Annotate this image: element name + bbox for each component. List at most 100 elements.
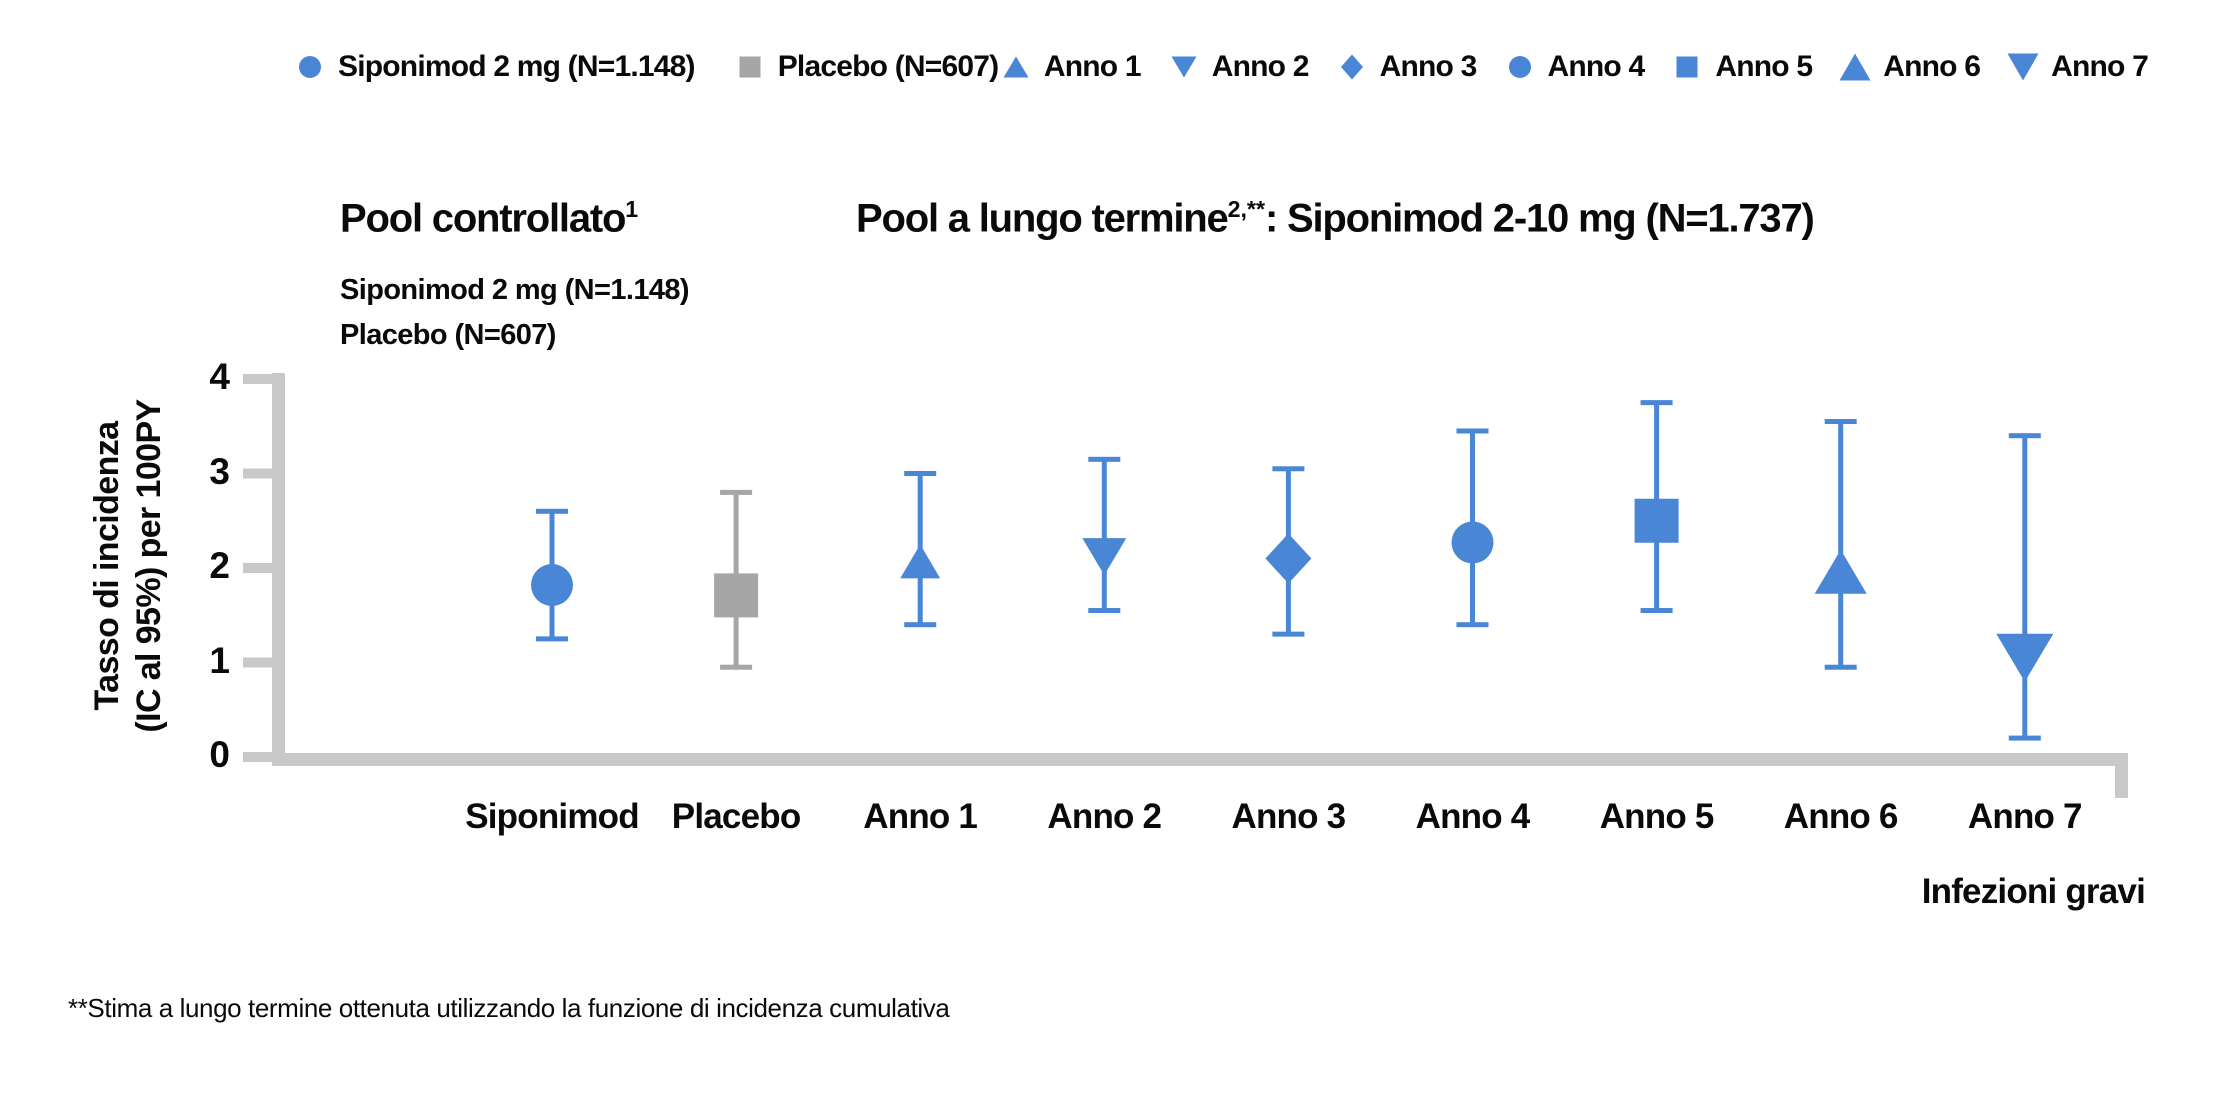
square-marker-icon <box>1634 498 1679 543</box>
square-marker-icon <box>1676 56 1698 78</box>
blue-circle-marker-icon <box>299 56 321 78</box>
legend-item-label: Placebo (N=607) <box>777 50 999 83</box>
triangle-down-large-marker-icon <box>2007 53 2039 81</box>
data-point-anno-7 <box>1996 433 2054 741</box>
ci-stem <box>1101 459 1107 611</box>
x-axis-end-hook <box>2115 753 2128 798</box>
ci-upper-cap <box>2008 433 2041 439</box>
ci-lower-cap <box>720 664 753 670</box>
legend-item-anno-4: Anno 4 <box>1503 50 1645 84</box>
data-point-anno-6 <box>1814 419 1867 670</box>
left-pool-title-text: Pool controllato <box>340 196 626 241</box>
ci-upper-cap <box>1456 428 1489 434</box>
circle-marker-icon <box>1508 56 1531 78</box>
square-marker-icon <box>1676 56 1698 78</box>
left-pool-subtitle: Siponimod 2 mg (N=1.148) Placebo (N=607) <box>340 268 690 358</box>
legend-item-anno-1: Anno 1 <box>999 50 1142 84</box>
legend-item-label: Anno 7 <box>2051 50 2149 83</box>
square-marker-icon <box>714 573 759 618</box>
axis-group <box>243 373 2128 798</box>
ci-upper-cap <box>720 489 753 495</box>
x-category-label-anno-1: Anno 1 <box>863 797 978 836</box>
right-pool-title-superscript: 2,** <box>1227 196 1265 222</box>
gray-square-marker-icon <box>739 56 761 78</box>
data-point-anno-3 <box>1265 466 1312 637</box>
y-axis-line <box>272 373 285 766</box>
legend-item-anno-7: Anno 7 <box>2006 50 2149 84</box>
circle-marker-icon <box>531 564 573 607</box>
ci-stem <box>1838 421 1844 668</box>
triangle-down-marker-icon <box>1171 56 1197 78</box>
ci-upper-cap <box>1272 466 1305 472</box>
legend-item-anno-6: Anno 6 <box>1838 50 1981 84</box>
legend-item-anno-5: Anno 5 <box>1670 50 1813 84</box>
triangle-down-large-marker-icon <box>2007 53 2039 81</box>
y-tick-label: 4 <box>209 356 230 397</box>
legend-item-label: Anno 2 <box>1211 50 1310 83</box>
left-pool-title-superscript: 1 <box>625 196 639 222</box>
legend-item-anno-2: Anno 2 <box>1167 50 1309 84</box>
x-category-label-siponimod: Siponimod <box>465 797 639 836</box>
x-category-label-placebo: Placebo <box>671 797 801 836</box>
y-tick-label: 2 <box>209 545 230 586</box>
triangle-up-large-marker-icon <box>1839 53 1871 81</box>
legend-item-label: Siponimod 2 mg (N=1.148) <box>338 50 696 83</box>
ci-lower-cap <box>1640 608 1673 614</box>
footnote: **Stima a lungo termine ottenuta utilizz… <box>68 993 950 1023</box>
diamond-marker-icon <box>1340 54 1363 80</box>
ci-upper-cap <box>1640 400 1673 406</box>
data-point-anno-5 <box>1634 400 1679 614</box>
data-point-anno-1 <box>900 471 941 628</box>
circle-marker-icon <box>1451 521 1494 564</box>
right-pool-title-text: Pool a lungo termine <box>856 196 1229 241</box>
x-category-label-anno-7: Anno 7 <box>1967 797 2083 836</box>
left-pool-subtitle-line2: Placebo (N=607) <box>340 319 556 351</box>
ci-lower-cap <box>536 636 568 642</box>
y-axis-tick <box>243 374 272 384</box>
y-axis-tick <box>243 657 272 668</box>
x-category-label-anno-2: Anno 2 <box>1047 797 1162 836</box>
triangle-up-marker-icon <box>1003 56 1029 78</box>
x-category-label-anno-3: Anno 3 <box>1231 797 1346 836</box>
x-axis-caption: Infezioni gravi <box>1921 872 2146 911</box>
y-axis-tick <box>243 468 272 479</box>
circle-marker-icon <box>1508 56 1531 78</box>
diamond-marker-icon <box>1265 533 1312 584</box>
legend-item-label: Anno 5 <box>1715 50 1813 83</box>
ci-upper-cap <box>904 471 937 476</box>
diamond-marker-icon <box>1340 54 1363 80</box>
left-pool-title: Pool controllato1 <box>340 196 638 241</box>
ci-upper-cap <box>1088 456 1121 462</box>
ci-lower-cap <box>1456 622 1489 628</box>
data-point-anno-2 <box>1082 456 1127 614</box>
blue-circle-marker-icon <box>299 56 321 78</box>
triangle-down-large-marker-icon <box>1996 633 2054 682</box>
triangle-up-marker-icon <box>900 544 941 579</box>
right-pool-title-suffix: : Siponimod 2-10 mg (N=1.737) <box>1264 196 1815 241</box>
y-tick-label: 0 <box>209 734 230 775</box>
data-point-anno-4 <box>1451 428 1494 628</box>
ci-stem <box>2022 435 2028 739</box>
ci-lower-cap <box>1088 608 1121 614</box>
triangle-down-marker-icon <box>1171 56 1197 78</box>
legend-item-placebo-n-607-: Placebo (N=607) <box>733 50 999 84</box>
ci-upper-cap <box>536 508 568 514</box>
series-group <box>531 400 2054 741</box>
legend-item-label: Anno 3 <box>1379 50 1478 83</box>
ci-lower-cap <box>1824 664 1857 670</box>
y-axis-tick <box>243 752 272 762</box>
x-category-label-anno-6: Anno 6 <box>1783 797 1899 836</box>
ci-lower-cap <box>904 622 937 628</box>
triangle-up-marker-icon <box>1003 56 1029 78</box>
x-category-label-anno-4: Anno 4 <box>1415 797 1531 836</box>
ci-lower-cap <box>2008 735 2041 741</box>
y-axis-tick <box>243 563 272 573</box>
legend-item-anno-3: Anno 3 <box>1335 50 1477 84</box>
right-pool-title: Pool a lungo termine2,**: Siponimod 2-10… <box>856 196 1815 241</box>
legend-years: Anno 1 Anno 2 Anno 3 Anno 4 Anno 5 Anno 6 Anno… <box>999 50 2149 84</box>
y-tick-label: 3 <box>209 450 230 492</box>
gray-square-marker-icon <box>739 56 761 78</box>
triangle-down-marker-icon <box>1082 538 1127 576</box>
